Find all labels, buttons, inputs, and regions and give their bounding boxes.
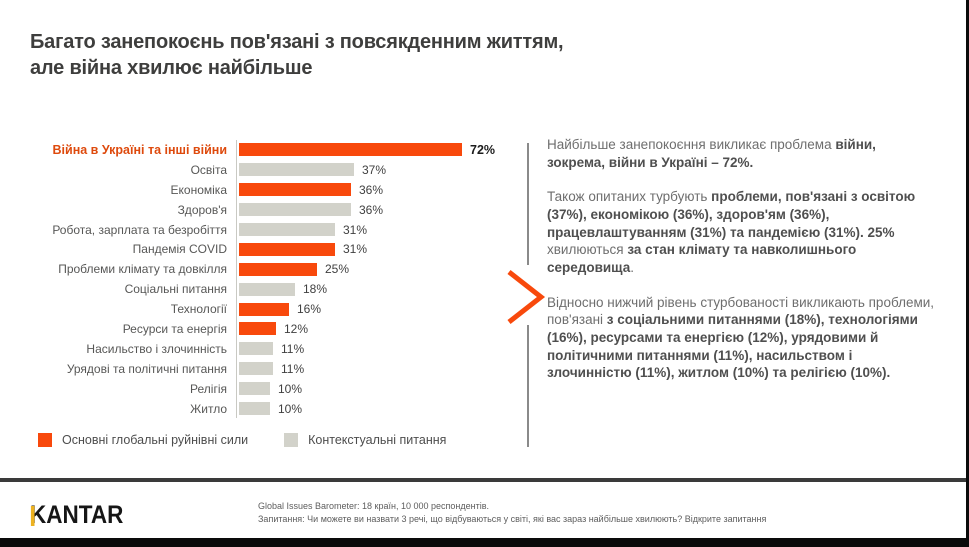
category-label: Насильство і злочинність	[86, 341, 227, 356]
legend-label: Основні глобальні руйнівні сили	[62, 433, 249, 447]
bar-track: 10%	[236, 398, 539, 419]
page-title: Багато занепокоєнь пов'язані з повсякден…	[30, 30, 564, 81]
bar-chart: Війна в Україні та інші війни 72% Освіта 37…	[30, 140, 530, 419]
category-label: Релігія	[190, 381, 227, 396]
chart-bar-row: Війна в Україні та інші війни 72%	[30, 140, 530, 160]
chart-bar-row: Урядові та політичні питання 11%	[30, 358, 530, 379]
value-label: 11%	[281, 361, 305, 376]
slide-right-edge	[966, 0, 969, 547]
chart-bar-row: Житло 10%	[30, 398, 530, 419]
category-label: Війна в Україні та інші війни	[52, 142, 227, 157]
value-label: 31%	[343, 222, 368, 237]
chart-bar-row: Соціальні питання 18%	[30, 279, 530, 300]
insights-text-block: Найбільше занепокоєння викликає проблема…	[547, 136, 937, 399]
title-line-2: але війна хвилює найбільше	[30, 56, 313, 79]
bar-disruptive	[239, 262, 317, 276]
value-label: 25%	[325, 262, 350, 277]
bar-track: 12%	[236, 319, 539, 339]
bar-contextual	[239, 203, 351, 217]
chevron-right-icon	[507, 270, 546, 324]
kantar-logo: KANTAR	[30, 503, 123, 528]
bar-contextual	[239, 402, 270, 416]
category-label: Освіта	[190, 162, 227, 177]
bar-contextual	[239, 382, 270, 396]
value-label: 10%	[278, 401, 303, 416]
bar-track: 18%	[236, 279, 539, 300]
legend-swatch-orange	[38, 433, 52, 447]
insight-paragraph: Відносно нижчий рівень стурбованості вик…	[547, 294, 935, 381]
bar-disruptive	[239, 183, 351, 197]
vertical-divider-bottom	[527, 325, 529, 447]
category-label: Ресурси та енергія	[122, 321, 227, 336]
legend-label: Контекстуальні питання	[308, 433, 447, 447]
chart-bar-row: Проблеми клімату та довкілля 25%	[30, 259, 530, 280]
bar-disruptive	[239, 242, 335, 256]
legend-swatch-gray	[284, 433, 299, 447]
category-label: Технології	[170, 302, 227, 317]
slide-bottom-edge	[0, 538, 969, 547]
bar-contextual	[239, 362, 273, 376]
chart-bar-row: Ресурси та енергія 12%	[30, 319, 530, 339]
value-label: 12%	[284, 321, 309, 336]
chart-bar-row: Освіта 37%	[30, 159, 530, 180]
bar-track: 31%	[236, 219, 539, 240]
category-label: Робота, зарплата та безробіття	[52, 222, 227, 237]
title-line-1: Багато занепокоєнь пов'язані з повсякден…	[30, 31, 564, 53]
chart-bar-row: Здоров'я 36%	[30, 199, 530, 220]
source-line-2: Запитання: Чи можете ви назвати 3 речі, …	[258, 514, 767, 525]
category-label: Проблеми клімату та довкілля	[58, 262, 227, 277]
vertical-divider-top	[527, 143, 529, 265]
value-label: 36%	[359, 202, 384, 217]
chart-bar-row: Насильство і злочинність 11%	[30, 338, 530, 359]
kantar-logo-text: KANTAR	[30, 501, 124, 529]
category-label: Житло	[190, 401, 227, 416]
footer-divider	[0, 478, 969, 482]
legend-item-disruptive: Основні глобальні руйнівні сили	[38, 433, 248, 447]
insight-paragraph: Найбільше занепокоєння викликає проблема…	[547, 137, 876, 170]
category-label: Економіка	[170, 182, 227, 197]
value-label: 37%	[362, 162, 387, 177]
value-label: 72%	[470, 142, 496, 157]
bar-contextual	[239, 342, 273, 356]
kantar-logo-yellow-stem	[30, 506, 35, 526]
category-label: Соціальні питання	[124, 282, 227, 297]
bar-track: 37%	[236, 159, 539, 180]
bar-track: 36%	[236, 179, 539, 200]
bar-track: 16%	[236, 299, 539, 320]
chart-bar-row: Робота, зарплата та безробіття 31%	[30, 219, 530, 240]
bar-disruptive	[239, 143, 462, 157]
bar-contextual	[239, 163, 354, 177]
value-label: 31%	[343, 242, 368, 257]
legend-item-contextual: Контекстуальні питання	[284, 433, 446, 447]
value-label: 18%	[303, 282, 328, 297]
bar-track: 36%	[236, 199, 539, 220]
bar-track: 72%	[236, 140, 539, 160]
value-label: 36%	[359, 182, 384, 197]
chart-bar-row: Технології 16%	[30, 299, 530, 320]
chart-legend: Основні глобальні руйнівні сили Контекст…	[38, 433, 446, 447]
bar-track: 25%	[236, 259, 539, 280]
bar-track: 11%	[236, 338, 539, 359]
category-label: Пандемія COVID	[132, 242, 227, 257]
value-label: 11%	[281, 341, 305, 356]
bar-track: 11%	[236, 358, 539, 379]
chart-bar-row: Економіка 36%	[30, 179, 530, 200]
source-line-1: Global Issues Barometer: 18 країн, 10 00…	[258, 501, 489, 511]
value-label: 10%	[278, 381, 303, 396]
bar-contextual	[239, 282, 295, 296]
bar-disruptive	[239, 322, 276, 336]
bar-track: 31%	[236, 239, 539, 260]
category-label: Урядові та політичні питання	[66, 361, 227, 376]
source-note: Global Issues Barometer: 18 країн, 10 00…	[258, 500, 766, 526]
category-label: Здоров'я	[177, 202, 227, 217]
chart-bar-row: Релігія 10%	[30, 378, 530, 399]
value-label: 16%	[297, 302, 322, 317]
insight-paragraph: Також опитаних турбують проблеми, пов'яз…	[547, 189, 916, 276]
bar-track: 10%	[236, 378, 539, 399]
chart-bar-row: Пандемія COVID 31%	[30, 239, 530, 260]
bar-disruptive	[239, 302, 289, 316]
bar-contextual	[239, 223, 335, 236]
